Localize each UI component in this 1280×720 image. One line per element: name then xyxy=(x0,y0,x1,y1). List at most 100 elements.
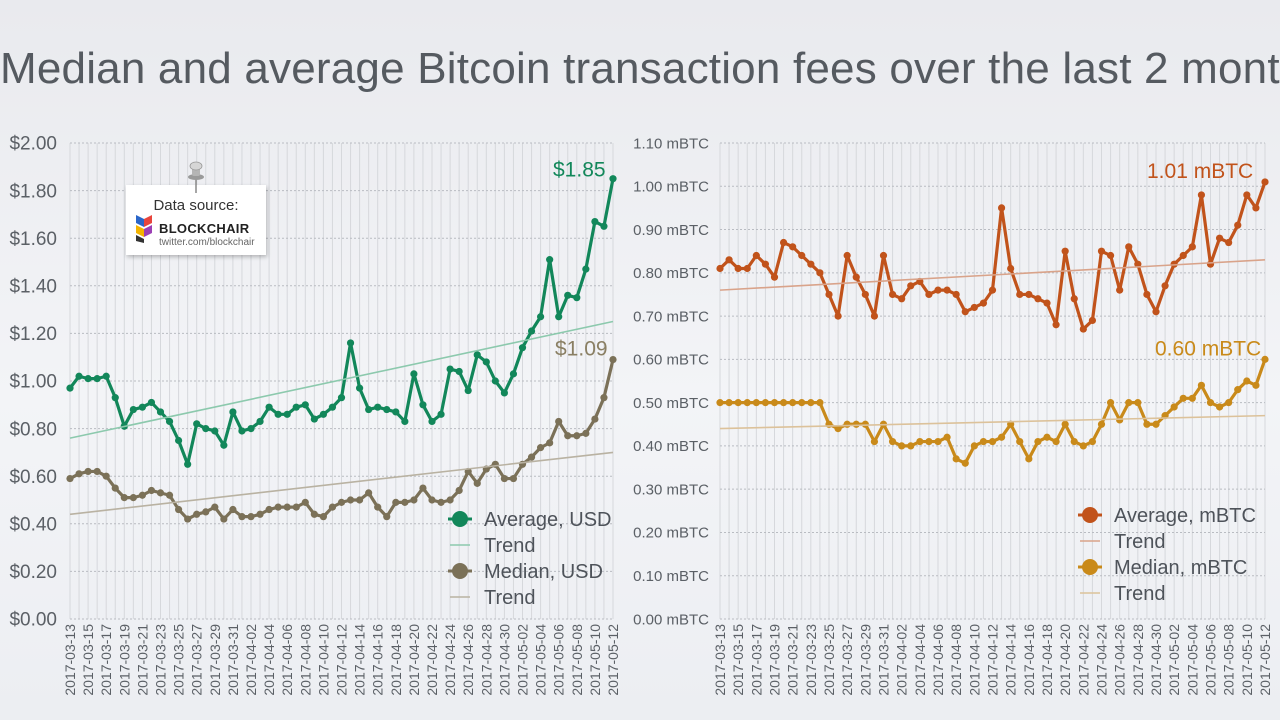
data-point xyxy=(527,327,536,335)
data-point xyxy=(564,291,572,299)
data-point xyxy=(952,455,960,463)
x-tick-label: 2017-04-26 xyxy=(1112,624,1128,696)
x-tick-label: 2017-03-31 xyxy=(225,624,241,696)
x-tick-label: 2017-04-22 xyxy=(1075,624,1091,696)
data-point xyxy=(1125,243,1133,251)
data-point xyxy=(997,204,1006,212)
data-point xyxy=(898,442,906,450)
data-point xyxy=(934,437,942,446)
data-point xyxy=(365,405,373,414)
legend-label: Average, USD xyxy=(484,509,611,531)
x-tick-label: 2017-04-26 xyxy=(460,624,476,696)
data-point xyxy=(743,399,751,407)
y-tick-label: 0.60 mBTC xyxy=(633,352,709,369)
data-point xyxy=(870,437,879,446)
y-tick-label: 0.20 mBTC xyxy=(633,525,709,542)
data-point xyxy=(916,437,924,446)
y-tick-label: 0.80 mBTC xyxy=(633,265,709,282)
data-point xyxy=(1070,295,1078,303)
data-point xyxy=(609,175,617,183)
data-point xyxy=(229,505,237,514)
data-point xyxy=(509,474,518,483)
y-tick-label: $0.40 xyxy=(9,514,57,535)
data-point xyxy=(184,515,192,523)
data-point xyxy=(1225,399,1233,407)
data-point xyxy=(328,403,337,411)
data-point xyxy=(1252,204,1260,212)
data-point xyxy=(1243,191,1251,199)
slide-title: Median and average Bitcoin transaction f… xyxy=(0,44,1280,93)
data-point xyxy=(410,496,418,504)
data-point xyxy=(1106,251,1115,260)
end-value-label: $1.09 xyxy=(555,338,608,361)
y-tick-label: $1.80 xyxy=(9,181,57,202)
data-point xyxy=(1152,308,1160,316)
data-point xyxy=(555,417,563,426)
x-tick-label: 2017-03-13 xyxy=(62,624,78,696)
data-point xyxy=(156,408,165,416)
data-point xyxy=(852,420,860,428)
y-tick-label: 1.00 mBTC xyxy=(633,179,709,196)
data-point xyxy=(1097,247,1106,255)
data-point xyxy=(84,467,92,476)
x-tick-label: 2017-04-10 xyxy=(966,624,982,696)
data-point xyxy=(970,303,978,312)
data-point xyxy=(374,503,382,511)
x-tick-label: 2017-05-08 xyxy=(569,624,585,696)
trend-line xyxy=(69,320,614,439)
data-point xyxy=(1179,251,1187,260)
blockchair-logo-icon xyxy=(136,215,152,243)
data-point xyxy=(247,513,255,521)
data-point xyxy=(365,489,373,497)
data-point xyxy=(455,367,463,376)
data-point xyxy=(138,491,146,499)
x-tick-label: 2017-03-25 xyxy=(171,624,187,696)
data-point xyxy=(1152,420,1160,428)
legend-label: Average, mBTC xyxy=(1114,505,1256,527)
data-point xyxy=(75,470,83,478)
data-point xyxy=(752,251,760,260)
data-point xyxy=(1016,437,1024,446)
data-point xyxy=(807,399,815,407)
x-tick-label: 2017-04-12 xyxy=(985,624,1001,696)
trend-line xyxy=(719,259,1266,291)
data-point xyxy=(961,459,969,467)
legend-swatch-marker xyxy=(452,563,468,579)
data-point xyxy=(591,217,599,226)
data-point xyxy=(546,256,554,264)
data-point xyxy=(734,399,742,407)
x-tick-label: 2017-04-02 xyxy=(894,624,910,696)
data-point xyxy=(265,403,273,411)
data-point xyxy=(537,313,545,321)
data-point xyxy=(220,515,228,523)
x-tick-label: 2017-04-28 xyxy=(478,624,494,696)
data-point xyxy=(734,264,742,273)
x-tick-label: 2017-03-27 xyxy=(839,624,855,696)
data-point xyxy=(1197,191,1206,199)
data-point xyxy=(1143,290,1151,299)
data-point xyxy=(319,410,327,418)
data-point xyxy=(464,386,472,395)
data-point xyxy=(374,403,382,411)
data-point xyxy=(555,313,563,321)
data-point xyxy=(1061,420,1069,428)
y-tick-label: 1.10 mBTC xyxy=(633,135,709,152)
x-tick-label: 2017-03-13 xyxy=(712,624,728,696)
data-point xyxy=(1225,238,1233,247)
data-point xyxy=(816,269,824,277)
data-point xyxy=(943,433,951,441)
data-point xyxy=(1061,247,1069,255)
data-point xyxy=(518,344,527,352)
data-point xyxy=(202,425,210,433)
y-tick-label: 0.70 mBTC xyxy=(633,308,709,325)
data-point xyxy=(500,389,508,397)
x-tick-label: 2017-05-04 xyxy=(533,624,549,696)
data-point xyxy=(337,498,346,506)
x-tick-label: 2017-04-30 xyxy=(496,624,512,696)
x-tick-label: 2017-04-04 xyxy=(912,624,928,696)
data-point xyxy=(979,299,988,307)
pushpin-icon xyxy=(188,161,204,193)
x-tick-label: 2017-05-08 xyxy=(1221,624,1237,696)
data-point xyxy=(446,496,454,504)
data-point xyxy=(1206,260,1215,268)
